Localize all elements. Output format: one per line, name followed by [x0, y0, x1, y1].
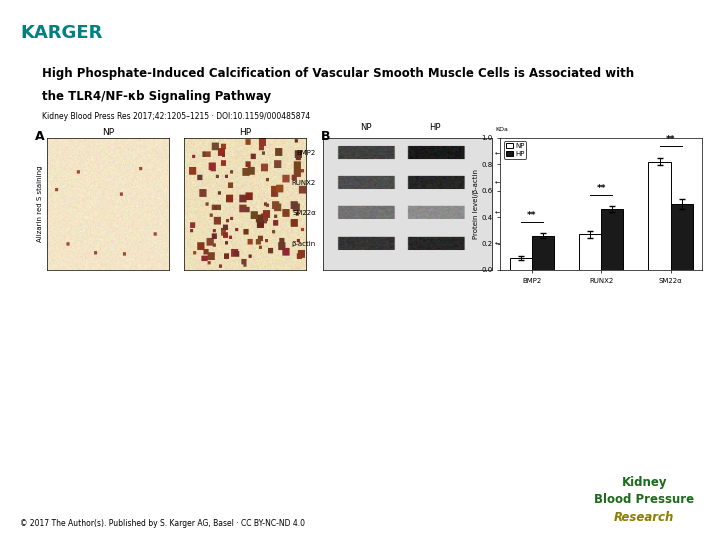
Text: BMP2: BMP2	[297, 150, 316, 156]
Text: the TLR4/NF-κb Signaling Pathway: the TLR4/NF-κb Signaling Pathway	[42, 90, 271, 103]
Text: Kidney: Kidney	[621, 476, 667, 489]
Bar	[510, 258, 532, 270]
Y-axis label: Alizarin red S staining: Alizarin red S staining	[37, 166, 42, 242]
Text: NP: NP	[360, 124, 372, 132]
Text: ← 43: ← 43	[495, 241, 510, 246]
Title: NP: NP	[102, 128, 114, 137]
Text: Research: Research	[614, 511, 675, 524]
Title: HP: HP	[239, 128, 251, 137]
Text: ← 23: ← 23	[495, 210, 510, 215]
Text: HP: HP	[430, 124, 441, 132]
Legend: NP, HP: NP, HP	[504, 141, 526, 159]
Bar	[670, 204, 693, 270]
Bar	[532, 235, 554, 270]
Text: ← 46: ← 46	[495, 151, 510, 156]
Text: KDa: KDa	[495, 127, 508, 132]
Bar	[601, 209, 624, 270]
Text: **: **	[527, 211, 536, 220]
Text: KARGER: KARGER	[20, 24, 102, 42]
Text: ← 57: ← 57	[495, 180, 510, 185]
Text: Blood Pressure: Blood Pressure	[594, 493, 695, 506]
Bar	[649, 161, 670, 270]
Text: **: **	[666, 136, 675, 144]
Text: High Phosphate-Induced Calcification of Vascular Smooth Muscle Cells is Associat: High Phosphate-Induced Calcification of …	[42, 68, 634, 80]
Y-axis label: Protein level/β-actin: Protein level/β-actin	[473, 169, 479, 239]
Text: B: B	[320, 130, 330, 143]
Text: β-actin: β-actin	[292, 240, 316, 247]
Bar	[579, 234, 601, 270]
Text: **: **	[596, 184, 606, 193]
Text: RUNX2: RUNX2	[292, 180, 316, 186]
Text: Kidney Blood Press Res 2017;42:1205–1215 · DOI:10.1159/000485874: Kidney Blood Press Res 2017;42:1205–1215…	[42, 112, 310, 121]
Text: A: A	[35, 130, 44, 143]
Text: © 2017 The Author(s). Published by S. Karger AG, Basel · CC BY-NC-ND 4.0: © 2017 The Author(s). Published by S. Ka…	[20, 519, 305, 528]
Text: SM22α: SM22α	[292, 210, 316, 215]
